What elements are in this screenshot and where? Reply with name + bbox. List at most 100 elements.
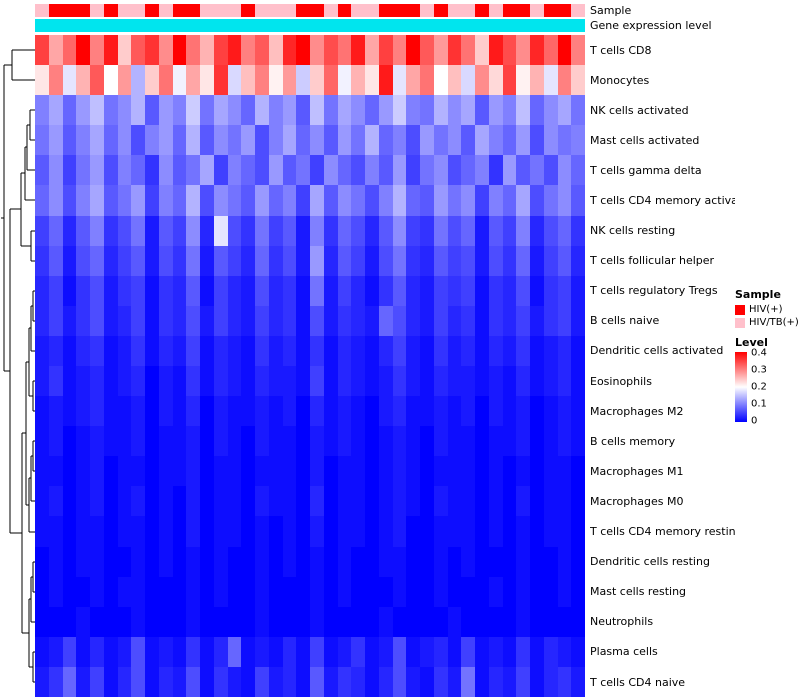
heatmap-cell (420, 65, 434, 96)
heatmap-cell (420, 606, 434, 637)
heatmap-cell (433, 516, 448, 547)
heatmap-cell (255, 426, 269, 457)
heatmap-cell (145, 606, 159, 637)
heatmap-cell (296, 305, 310, 336)
heatmap-cell (158, 486, 173, 517)
heatmap-cell (310, 305, 324, 336)
heatmap-cell (447, 606, 462, 637)
heatmap-cell (255, 185, 269, 216)
heatmap-cell (200, 366, 214, 397)
heatmap-cell (131, 576, 145, 607)
heatmap-cell (516, 65, 530, 96)
heatmap-cell (365, 35, 379, 66)
heatmap-cell (310, 335, 324, 366)
heatmap-cell (76, 245, 90, 276)
heatmap-cell (158, 35, 173, 66)
heatmap-cell (117, 275, 132, 306)
heatmap-cell (35, 35, 49, 66)
heatmap-cell (433, 546, 448, 577)
heatmap-cell (172, 396, 187, 427)
heatmap-cell (296, 65, 310, 96)
sample-annotation-cell (488, 4, 503, 17)
sample-annotation-cell (543, 4, 558, 17)
heatmap-cell (227, 275, 242, 306)
heatmap-cell (76, 396, 90, 427)
heatmap-cell (475, 65, 489, 96)
heatmap-cell (323, 396, 338, 427)
heatmap-cell (447, 486, 462, 517)
heatmap-cell (186, 245, 200, 276)
heatmap-cell (420, 456, 434, 487)
heatmap-cell (158, 546, 173, 577)
heatmap-cell (392, 35, 407, 66)
heatmap-cell (543, 456, 558, 487)
heatmap-cell (103, 305, 118, 336)
heatmap-cell (530, 125, 544, 156)
heatmap-cell (378, 65, 393, 96)
heatmap-cell (530, 366, 544, 397)
heatmap-cell (557, 335, 572, 366)
heatmap-cell (35, 185, 49, 216)
heatmap-cell (268, 245, 283, 276)
heatmap-cell (227, 95, 242, 126)
heatmap-cell (406, 486, 420, 517)
heatmap-cell (502, 456, 517, 487)
heatmap-cell (433, 125, 448, 156)
heatmap-cell (310, 426, 324, 457)
heatmap-cell (365, 576, 379, 607)
heatmap-cell (502, 576, 517, 607)
gradient-tick: 0.2 (751, 381, 767, 393)
heatmap-cell (227, 516, 242, 547)
heatmap-cell (557, 275, 572, 306)
heatmap-cell (296, 215, 310, 246)
heatmap-cell (62, 245, 77, 276)
heatmap-cell (145, 275, 159, 306)
heatmap-cell (200, 666, 214, 697)
heatmap-cell (502, 546, 517, 577)
heatmap-cell (131, 366, 145, 397)
heatmap-cell (351, 185, 365, 216)
heatmap-cell (145, 95, 159, 126)
heatmap-cell (117, 456, 132, 487)
heatmap-cell (447, 456, 462, 487)
heatmap-cell (35, 576, 49, 607)
heatmap-cell (557, 606, 572, 637)
heatmap-cell (516, 35, 530, 66)
heatmap-cell (48, 426, 63, 457)
heatmap-cell (268, 576, 283, 607)
heatmap-cell (447, 426, 462, 457)
heatmap-cell (90, 486, 104, 517)
heatmap-cell (337, 396, 352, 427)
heatmap-cell (488, 576, 503, 607)
heatmap-cell (76, 606, 90, 637)
heatmap-cell (516, 396, 530, 427)
heatmap-cell (255, 666, 269, 697)
heatmap-cell (35, 546, 49, 577)
sample-annotation-cell (365, 4, 379, 17)
heatmap-cell (475, 666, 489, 697)
sample-annotation-cell (131, 4, 145, 17)
heatmap-cell (516, 366, 530, 397)
heatmap-cell (310, 275, 324, 306)
heatmap-cell (488, 426, 503, 457)
heatmap-cell (351, 65, 365, 96)
heatmap-cell (227, 546, 242, 577)
heatmap-cell (48, 275, 63, 306)
heatmap-cell (213, 335, 228, 366)
heatmap-cell (131, 35, 145, 66)
heatmap-cell (502, 606, 517, 637)
heatmap-cell (268, 275, 283, 306)
heatmap-cell (131, 516, 145, 547)
heatmap-cell (433, 305, 448, 336)
heatmap-cell (571, 65, 585, 96)
row-label: Dendritic cells activated (590, 344, 724, 358)
heatmap-cell (337, 305, 352, 336)
heatmap-cell (461, 95, 475, 126)
heatmap-cell (351, 516, 365, 547)
heatmap-cell (117, 576, 132, 607)
heatmap-cell (337, 366, 352, 397)
heatmap-cell (406, 636, 420, 667)
sample-annotation-cell (48, 4, 63, 17)
heatmap-cell (557, 35, 572, 66)
heatmap-cell (255, 456, 269, 487)
